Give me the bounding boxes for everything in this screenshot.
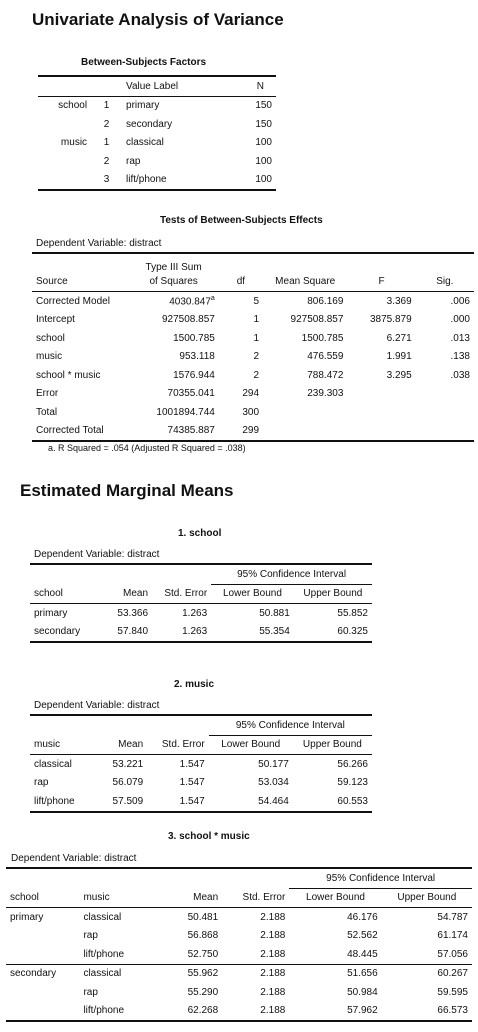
- interaction-means-table: 95% Confidence Interval school music Mean S…: [6, 867, 472, 1022]
- between-subjects-table: Value Label N school 1 primary 150 2 seconda…: [38, 75, 276, 191]
- table-row: lift/phone 62.268 2.188 57.962 66.573: [6, 1001, 472, 1022]
- table-row: primary 53.366 1.263 50.881 55.852: [34, 607, 368, 619]
- table-row: primary classical 50.481 2.188 46.176 54.787: [10, 911, 468, 923]
- table-row: 2 secondary 150: [103, 118, 272, 130]
- table-row: Total 1001894.744 300: [36, 406, 260, 418]
- effects-title: Tests of Between-Subjects Effects: [160, 215, 323, 226]
- table-row: music 1 classical 100: [60, 137, 272, 149]
- table-row: Intercept 927508.857 1 927508.857 3875.879.0…: [36, 314, 470, 326]
- table-row: classical 53.221 1.547 50.177 56.266: [34, 758, 368, 770]
- table-row: rap 56.079 1.547 53.034 59.123: [34, 777, 368, 789]
- table-row: school 1500.785 1 1500.785 6.271.013: [36, 332, 470, 344]
- table-row: lift/phone 52.750 2.188 48.445 57.056: [6, 945, 472, 965]
- emm-title: Estimated Marginal Means: [20, 481, 234, 500]
- table-row: rap 56.868 2.188 52.562 61.174: [83, 930, 468, 942]
- table-row: lift/phone 57.509 1.547 54.464 60.553: [30, 792, 372, 813]
- table-row: school * music 1576.944 2 788.472 3.295.038: [36, 369, 470, 381]
- school-means-table: 95% Confidence Interval school Mean Std. E…: [30, 563, 372, 643]
- interaction-means-title: 3. school * music: [168, 831, 250, 842]
- table-row: Corrected Model 4030.847a 5 806.169 3.369.00…: [36, 295, 470, 308]
- table-row: 3 lift/phone 100: [38, 170, 276, 191]
- table-row: school 1 primary 150: [58, 100, 272, 112]
- table-row: music 953.118 2 476.559 1.991.138: [36, 351, 470, 363]
- music-dependent-variable: Dependent Variable: distract: [34, 700, 160, 711]
- effects-dependent-variable: Dependent Variable: distract: [36, 238, 162, 249]
- header-n: N: [227, 75, 276, 97]
- music-means-table: 95% Confidence Interval music Mean Std. Er…: [30, 714, 372, 813]
- table-row: secondary classical 55.962 2.188 51.656 60.26…: [10, 968, 468, 980]
- between-subjects-title: Between-Subjects Factors: [81, 57, 207, 68]
- table-row: secondary 57.840 1.263 55.354 60.325: [30, 622, 372, 643]
- table-row: rap 55.290 2.188 50.984 59.595: [83, 986, 468, 998]
- table-row: 2 rap 100: [103, 155, 272, 167]
- effects-table: Type III Sum Source of Squares df Mean S…: [32, 252, 474, 442]
- effects-footnote: a. R Squared = .054 (Adjusted R Squared …: [48, 443, 246, 453]
- table-row: Error 70355.041 294 239.303: [36, 388, 344, 400]
- header-value-label: Value Label: [122, 75, 228, 97]
- page-title: Univariate Analysis of Variance: [32, 10, 284, 29]
- music-means-title: 2. music: [174, 679, 215, 690]
- table-row: Corrected Total 74385.887 299: [32, 421, 474, 442]
- school-dependent-variable: Dependent Variable: distract: [34, 549, 160, 560]
- school-means-title: 1. school: [178, 528, 222, 539]
- interaction-dependent-variable: Dependent Variable: distract: [11, 853, 137, 864]
